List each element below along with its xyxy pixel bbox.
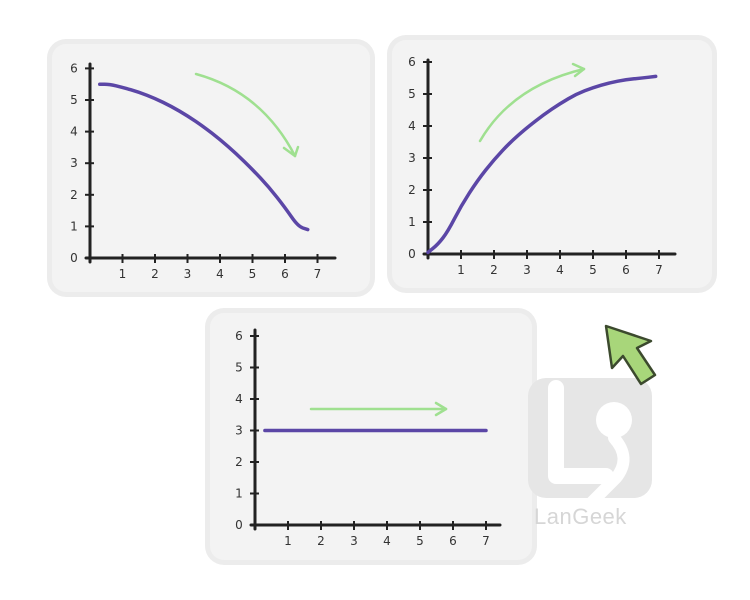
y-tick-label: 4 — [235, 392, 243, 406]
trend-arrow-icon — [194, 72, 297, 158]
y-tick-label: 2 — [408, 183, 416, 197]
y-tick-label: 3 — [235, 424, 243, 438]
x-tick-label: 6 — [622, 263, 630, 277]
y-tick-label: 2 — [70, 188, 78, 202]
y-tick-label: 0 — [70, 251, 78, 265]
x-tick-label: 3 — [523, 263, 531, 277]
x-tick-label: 7 — [482, 534, 490, 548]
x-tick-label: 3 — [350, 534, 358, 548]
x-tick-label: 7 — [655, 263, 663, 277]
y-tick-label: 1 — [70, 219, 78, 233]
series-line — [98, 82, 310, 232]
y-tick-label: 6 — [235, 329, 243, 343]
x-tick-label: 6 — [449, 534, 457, 548]
x-tick-label: 4 — [556, 263, 564, 277]
x-tick-label: 2 — [490, 263, 498, 277]
trend-arrowhead-icon — [282, 145, 300, 158]
y-tick-label: 0 — [235, 518, 243, 532]
y-tick-label: 6 — [408, 55, 416, 69]
watermark-text: LanGeek — [534, 504, 627, 529]
x-tick-label: 6 — [281, 267, 289, 281]
y-tick-label: 3 — [408, 151, 416, 165]
x-tick-label: 3 — [184, 267, 192, 281]
y-tick-label: 4 — [408, 119, 416, 133]
x-tick-label: 7 — [314, 267, 322, 281]
x-tick-label: 4 — [216, 267, 224, 281]
x-tick-label: 1 — [119, 267, 127, 281]
x-tick-label: 1 — [284, 534, 292, 548]
y-tick-label: 4 — [70, 125, 78, 139]
x-tick-label: 5 — [589, 263, 597, 277]
y-tick-label: 0 — [408, 247, 416, 261]
trend-arrowhead-icon — [571, 62, 586, 78]
x-tick-label: 5 — [416, 534, 424, 548]
chart-panel-increasing — [392, 40, 712, 288]
y-tick-label: 1 — [408, 215, 416, 229]
y-tick-label: 5 — [70, 93, 78, 107]
y-tick-label: 5 — [408, 87, 416, 101]
langeek-logo-icon — [528, 378, 652, 512]
y-tick-label: 1 — [235, 487, 243, 501]
x-tick-label: 2 — [317, 534, 325, 548]
x-tick-label: 5 — [249, 267, 257, 281]
x-tick-label: 2 — [151, 267, 159, 281]
x-tick-label: 1 — [457, 263, 465, 277]
y-tick-label: 6 — [70, 61, 78, 75]
x-tick-label: 4 — [383, 534, 391, 548]
chart-panel-constant — [210, 313, 532, 560]
y-tick-label: 3 — [70, 156, 78, 170]
trend-arrow-icon — [478, 67, 586, 143]
series-line — [426, 74, 658, 255]
y-tick-label: 5 — [235, 361, 243, 375]
trend-arrowhead-icon — [434, 401, 448, 417]
y-tick-label: 2 — [235, 455, 243, 469]
